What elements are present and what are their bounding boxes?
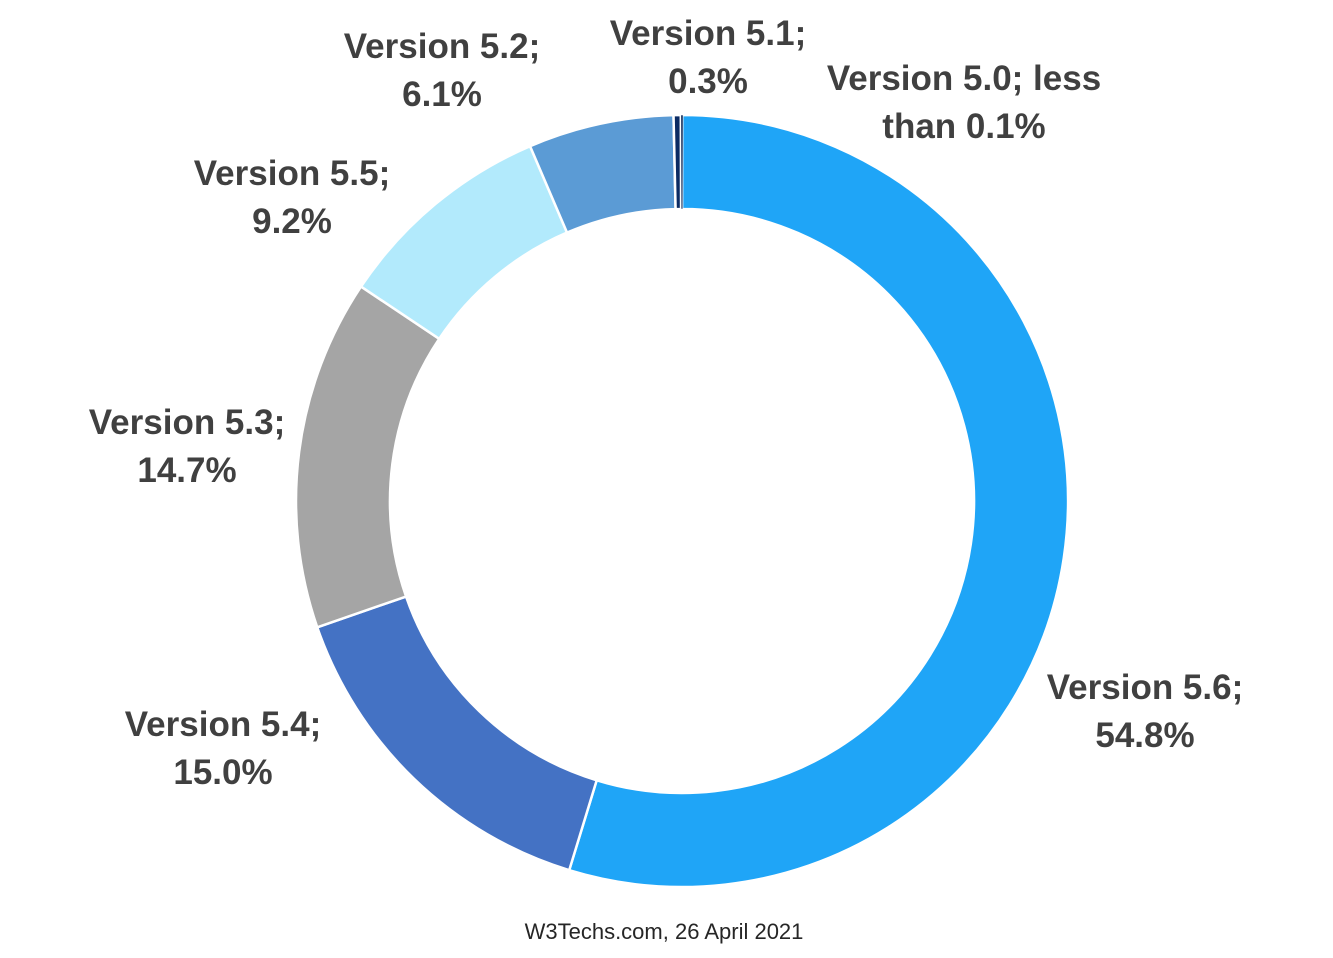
- data-label-version-5-3: Version 5.3; 14.7%: [89, 403, 285, 490]
- data-label-line: 6.1%: [402, 75, 482, 114]
- data-label-line: Version 5.1;: [610, 14, 806, 53]
- data-label-line: Version 5.4;: [125, 705, 321, 744]
- data-label-line: Version 5.2;: [344, 27, 540, 66]
- slice-version-5-3: [294, 285, 441, 629]
- data-label-line: 15.0%: [173, 753, 272, 792]
- slice-labels: Version 5.6; 54.8%Version 5.4; 15.0%Versio…: [89, 14, 1243, 792]
- data-label-line: 0.3%: [668, 62, 748, 101]
- data-label-line: 54.8%: [1095, 716, 1194, 755]
- data-label-version-5-2: Version 5.2; 6.1%: [344, 27, 540, 114]
- data-label-line: 9.2%: [252, 202, 332, 241]
- data-label-line: Version 5.0; less: [827, 59, 1101, 98]
- data-label-version-5-5: Version 5.5; 9.2%: [194, 154, 390, 241]
- data-label-line: 14.7%: [137, 451, 236, 490]
- data-label-version-5-1: Version 5.1; 0.3%: [610, 14, 806, 101]
- source-note: W3Techs.com, 26 April 2021: [525, 919, 804, 944]
- slice-version-5-4: [315, 595, 598, 872]
- slice-version-5-6: [567, 113, 1070, 889]
- slice-version-5-1: [672, 113, 683, 211]
- slice-version-5-0: [680, 114, 684, 210]
- data-label-version-5-6: Version 5.6; 54.8%: [1047, 668, 1243, 755]
- data-label-version-5-4: Version 5.4; 15.0%: [125, 705, 321, 792]
- data-label-version-5-0: Version 5.0; less than 0.1%: [827, 59, 1101, 146]
- data-label-line: Version 5.3;: [89, 403, 285, 442]
- data-label-line: than 0.1%: [882, 107, 1045, 146]
- data-label-line: Version 5.6;: [1047, 668, 1243, 707]
- data-label-line: Version 5.5;: [194, 154, 390, 193]
- donut-slices: [294, 113, 1070, 889]
